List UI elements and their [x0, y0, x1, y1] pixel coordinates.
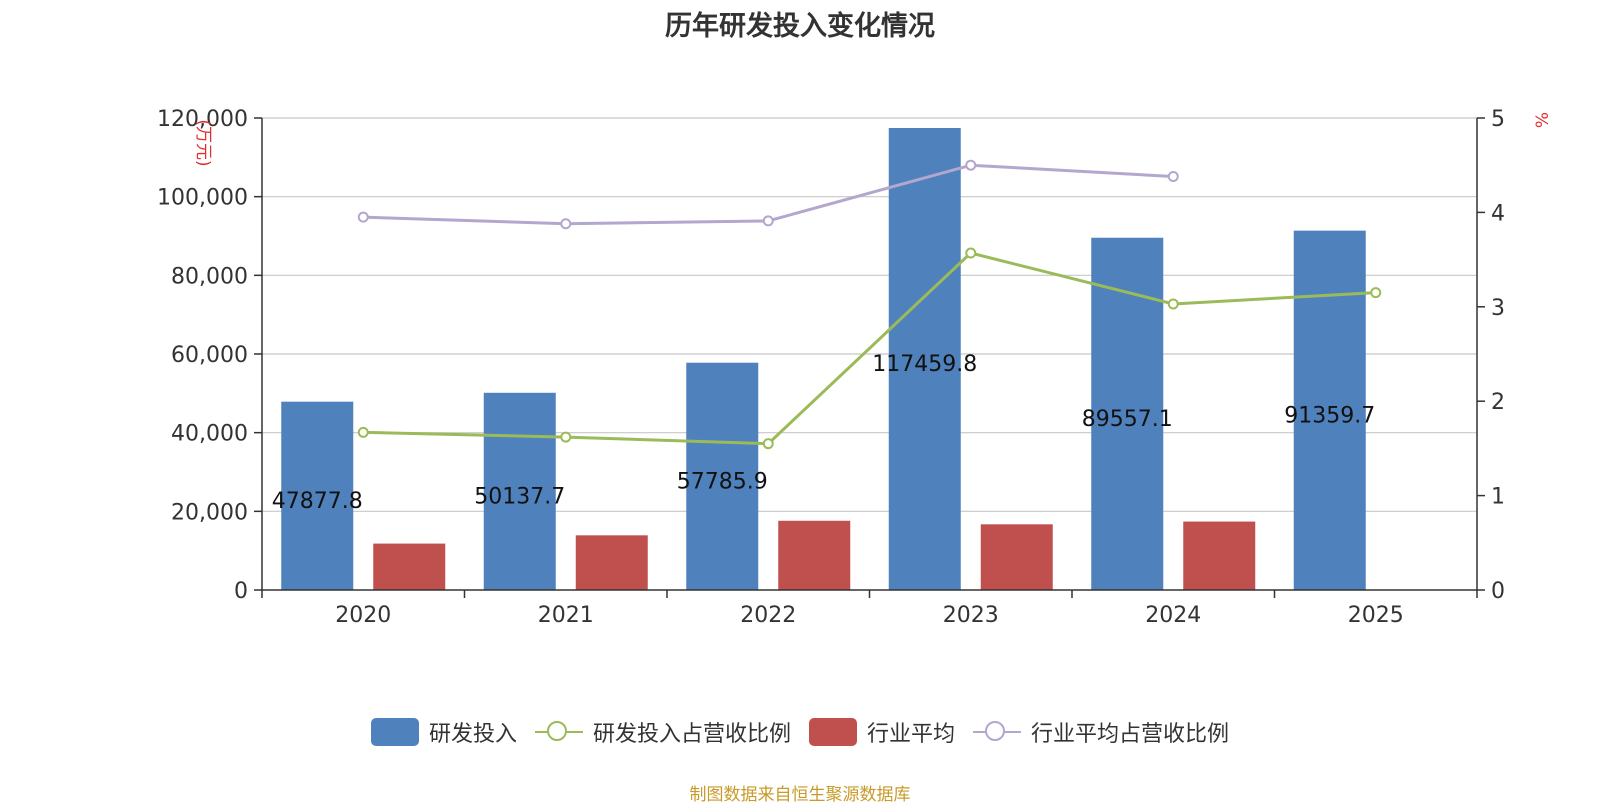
legend-swatch-rd-ratio: [534, 718, 583, 746]
right-tick-label: 5: [1491, 107, 1505, 132]
legend-swatch-industry: [809, 718, 857, 746]
data-labels: 47877.8 50137.7 57785.9 117459.8 89557.1 9135…: [272, 352, 1375, 514]
bars: [281, 127, 1366, 591]
bar-data-label: 57785.9: [677, 469, 768, 494]
line-point: [965, 247, 977, 259]
lines: [357, 159, 1382, 450]
right-tick-label: 3: [1491, 296, 1505, 321]
legend-label-industry-ratio: 行业平均占营收比例: [1031, 722, 1230, 747]
right-tick-label: 4: [1491, 201, 1505, 226]
right-axis-label: %: [1533, 112, 1553, 128]
line-point: [560, 431, 572, 443]
bar: [778, 520, 851, 590]
legend-item-rd-ratio[interactable]: 研发投入占营收比例: [534, 716, 791, 748]
bar-data-label: 47877.8: [272, 489, 363, 514]
legend-swatch-industry-ratio: [973, 718, 1022, 746]
left-tick-label: 0: [234, 579, 248, 604]
bar: [686, 362, 759, 590]
bar: [483, 392, 556, 590]
line-point: [1370, 287, 1382, 299]
line-point: [965, 159, 977, 171]
line-point: [1167, 298, 1179, 310]
right-tick-label: 0: [1491, 579, 1505, 604]
series-line: [363, 163, 1174, 226]
line-point: [560, 218, 572, 230]
x-tick-label: 2020: [335, 603, 391, 628]
bar: [1293, 230, 1366, 590]
x-tick-label: 2024: [1145, 603, 1201, 628]
left-tick-label: 120,000: [157, 107, 248, 132]
left-tick-label: 100,000: [157, 186, 248, 211]
line-point: [1167, 171, 1179, 183]
x-tick-label: 2023: [943, 603, 999, 628]
legend-item-rd[interactable]: 研发投入: [370, 716, 517, 748]
legend: 研发投入 研发投入占营收比例 行业平均 行业平均占营收比例: [0, 716, 1600, 748]
left-axis-label: (万元): [193, 119, 213, 166]
legend-swatch-rd: [370, 718, 419, 746]
bar: [1183, 521, 1256, 590]
bar: [575, 535, 648, 590]
bar-data-label: 89557.1: [1082, 407, 1173, 432]
bar-data-label: 50137.7: [474, 484, 565, 509]
source-note: 制图数据来自恒生聚源数据库: [689, 785, 911, 805]
right-tick-label: 1: [1491, 485, 1505, 510]
legend-label-rd-ratio: 研发投入占营收比例: [592, 722, 791, 747]
bar: [1091, 237, 1164, 591]
bar-data-label: 91359.7: [1284, 403, 1375, 428]
left-tick-label: 20,000: [171, 500, 248, 525]
bar: [373, 543, 446, 590]
x-tick-label: 2022: [740, 603, 796, 628]
bar: [281, 401, 354, 590]
line-point: [357, 211, 369, 223]
right-tick-label: 2: [1491, 390, 1505, 415]
legend-item-industry-ratio[interactable]: 行业平均占营收比例: [973, 716, 1229, 748]
bar-data-label: 117459.8: [872, 352, 977, 377]
line-point: [357, 426, 369, 438]
legend-label-industry: 行业平均: [867, 722, 956, 747]
legend-item-industry[interactable]: 行业平均: [809, 716, 955, 748]
line-point: [762, 215, 774, 227]
x-tick-label: 2025: [1348, 603, 1404, 628]
left-tick-label: 80,000: [171, 264, 248, 289]
chart-title: 历年研发投入变化情况: [665, 11, 935, 42]
legend-label-rd: 研发投入: [428, 722, 517, 747]
gridlines: [262, 117, 1477, 512]
left-tick-label: 40,000: [171, 422, 248, 447]
line-point: [762, 438, 774, 450]
left-tick-label: 60,000: [171, 343, 248, 368]
axes: 0 20,000 40,000 60,000 80,000 100,000 120,000 0…: [157, 107, 1553, 628]
bar: [980, 524, 1053, 590]
series-line: [363, 251, 1376, 446]
bar: [888, 127, 961, 590]
x-tick-label: 2021: [538, 603, 594, 628]
